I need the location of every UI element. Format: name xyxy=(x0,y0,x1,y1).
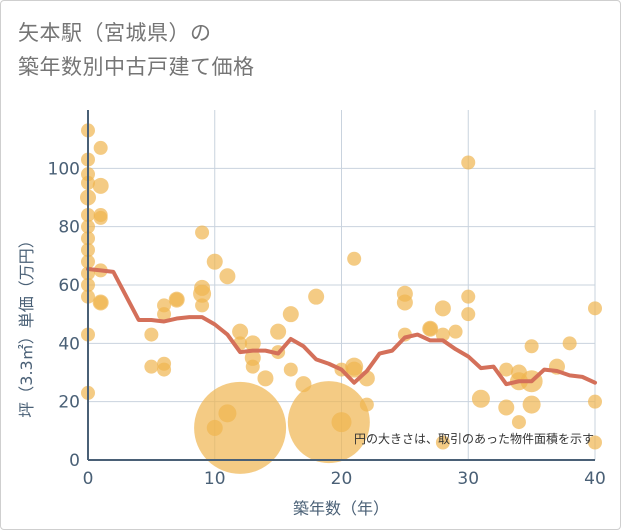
chart-title: 矢本駅（宮城県）の 築年数別中古戸建て価格 xyxy=(18,16,255,84)
scatter-point xyxy=(471,389,490,408)
chart-title-line1: 矢本駅（宮城県）の xyxy=(18,21,212,45)
scatter-point xyxy=(283,362,298,377)
scatter-point xyxy=(157,307,172,322)
y-tick-label: 20 xyxy=(58,393,80,413)
scatter-point xyxy=(257,370,274,387)
scatter-point xyxy=(499,362,514,377)
y-tick-label: 100 xyxy=(48,159,80,179)
x-tick-label: 0 xyxy=(83,469,94,489)
scatter-point xyxy=(524,339,539,354)
x-tick-label: 20 xyxy=(331,469,353,489)
scatter-point xyxy=(92,177,109,194)
scatter-point xyxy=(195,225,210,240)
x-axis-label: 築年数（年） xyxy=(293,499,389,518)
scatter-point xyxy=(423,321,438,336)
chart-title-line2: 築年数別中古戸建て価格 xyxy=(18,55,255,79)
x-tick-label: 30 xyxy=(457,469,479,489)
scatter-point xyxy=(331,412,352,433)
scatter-point xyxy=(144,327,159,342)
trend-line-group xyxy=(86,266,597,387)
scatter-point xyxy=(359,397,374,412)
scatter-point xyxy=(522,395,541,414)
scatter-point xyxy=(434,300,451,317)
y-tick-label: 0 xyxy=(69,451,80,471)
y-tick-label: 60 xyxy=(58,276,80,296)
y-axis-label: 坪（3.3㎡）単価（万円） xyxy=(17,232,36,417)
scatter-point xyxy=(461,289,476,304)
scatter-point xyxy=(194,381,287,474)
scatter-point xyxy=(346,361,363,378)
scatter-point xyxy=(588,394,602,409)
scatter-point xyxy=(169,292,184,307)
trend-line xyxy=(86,266,597,387)
scatter-point xyxy=(270,323,287,340)
x-tick-label: 40 xyxy=(584,469,606,489)
scatter-point xyxy=(498,399,515,416)
scatter-point xyxy=(93,295,108,310)
scatter-point xyxy=(287,381,370,464)
scatter-point xyxy=(435,327,450,342)
scatter-point xyxy=(396,294,413,311)
scatter-point xyxy=(461,155,476,170)
scatter-point xyxy=(232,323,249,340)
y-tick-label: 80 xyxy=(58,218,80,238)
scatter-point xyxy=(347,251,362,266)
scatter-point xyxy=(511,415,526,430)
scatter-point xyxy=(308,288,325,305)
scatter-point xyxy=(448,324,463,339)
scatter-point xyxy=(435,435,450,450)
scatter-point xyxy=(219,268,236,285)
x-tick-label: 10 xyxy=(204,469,226,489)
scatter-point xyxy=(282,306,299,323)
scatter-point xyxy=(245,359,260,374)
scatter-point xyxy=(193,284,212,303)
scatter-point xyxy=(206,253,223,270)
scatter-point xyxy=(195,298,210,313)
y-tick-label: 40 xyxy=(58,334,80,354)
bubbles xyxy=(80,123,602,474)
axes: 0 10 20 30 40 0 20 40 60 80 100 xyxy=(48,110,606,489)
size-note: 円の大きさは、取引のあった物件面積を示す xyxy=(354,431,594,446)
scatter-point xyxy=(157,362,172,377)
scatter-point xyxy=(144,359,159,374)
scatter-point xyxy=(93,140,108,155)
scatter-point xyxy=(244,335,261,352)
scatter-point xyxy=(588,301,602,316)
scatter-point xyxy=(461,307,476,322)
scatter-point xyxy=(588,435,602,450)
scatter-point xyxy=(562,336,577,351)
scatter-point xyxy=(93,210,108,225)
